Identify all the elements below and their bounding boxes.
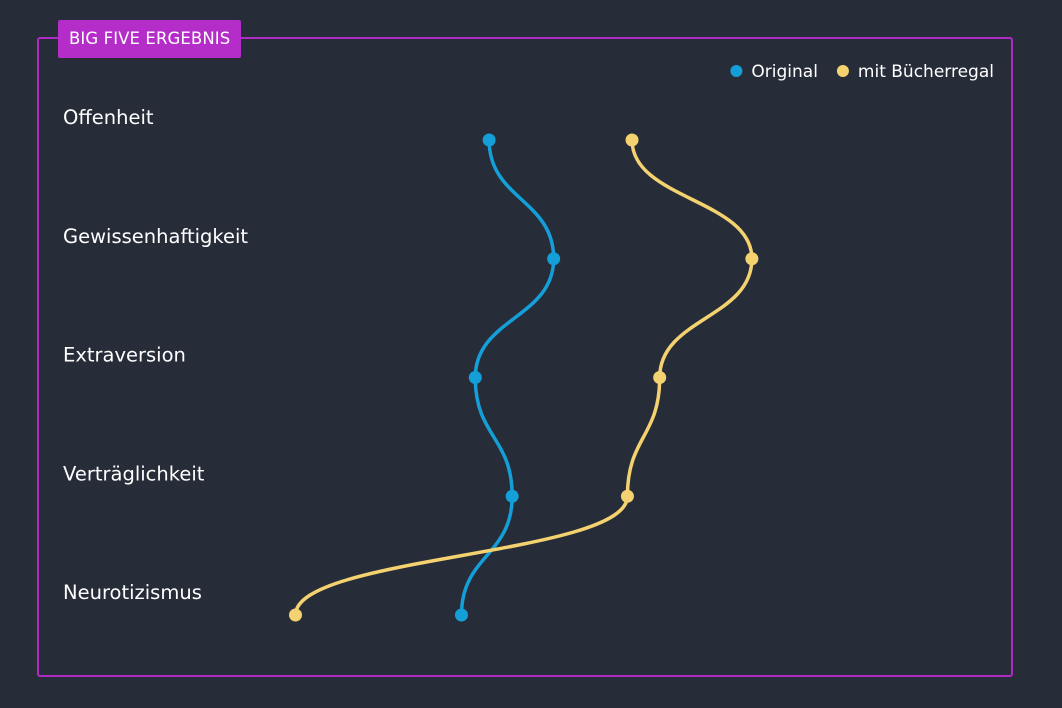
- legend-swatch-mit-buecherregal: [836, 65, 849, 77]
- trait-label-extraversion: Extraversion: [63, 344, 186, 367]
- chart-legend: mit Bücherregal Original: [730, 62, 994, 82]
- trait-label-gewissenhaftigkeit: Gewissenhaftigkeit: [63, 225, 248, 248]
- panel-title-badge: BIG FIVE ERGEBNIS: [58, 20, 242, 58]
- legend-label-mit-buecherregal: mit Bücherregal: [858, 62, 994, 82]
- point-mit-buecherregal-neurotizismus: [289, 608, 302, 622]
- point-original-extraversion: [468, 371, 482, 384]
- point-mit-buecherregal-extraversion: [653, 371, 667, 384]
- point-original-neurotizismus: [454, 608, 468, 622]
- point-mit-buecherregal-vertraeglichkeit: [620, 489, 634, 503]
- point-original-gewissenhaftigkeit: [547, 252, 561, 266]
- legend-swatch-original: [730, 65, 743, 77]
- point-original-offenheit: [482, 133, 496, 147]
- series-points: [289, 133, 759, 622]
- trait-label-offenheit: Offenheit: [63, 106, 154, 129]
- point-mit-buecherregal-offenheit: [625, 133, 639, 147]
- legend-label-original: Original: [751, 62, 818, 82]
- trait-tracks: Offenheit Gewissenhaftigkeit Extraversion V…: [61, 106, 991, 619]
- trait-label-neurotizismus: Neurotizismus: [63, 581, 202, 604]
- point-original-vertraeglichkeit: [505, 489, 519, 503]
- series-line-mit-buecherregal: [293, 138, 754, 617]
- result-panel: [37, 37, 1013, 677]
- trait-label-vertraeglichkeit: Verträglichkeit: [63, 462, 205, 485]
- point-mit-buecherregal-gewissenhaftigkeit: [745, 252, 759, 266]
